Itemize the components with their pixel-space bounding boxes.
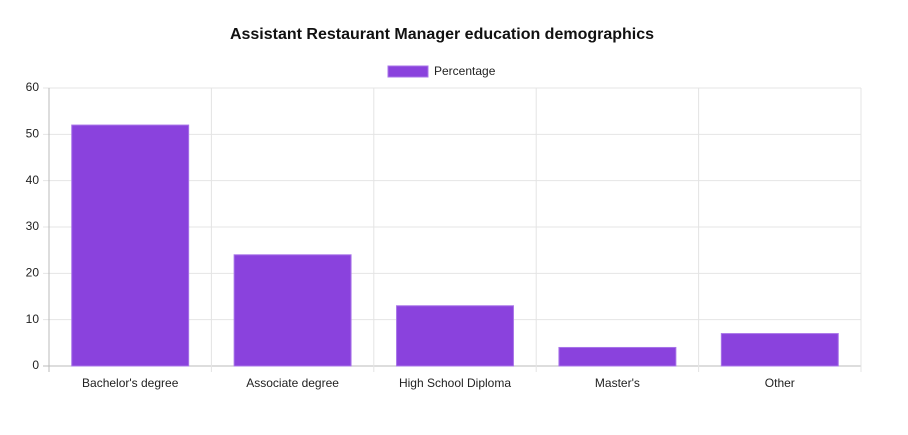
y-tick-label: 30 bbox=[26, 219, 40, 233]
bar bbox=[71, 124, 190, 367]
y-tick-label: 60 bbox=[26, 80, 40, 94]
bar bbox=[720, 333, 839, 367]
bar bbox=[233, 254, 352, 367]
y-tick-label: 0 bbox=[32, 358, 39, 372]
x-tick-label: Bachelor's degree bbox=[82, 376, 179, 390]
bar bbox=[396, 305, 514, 367]
y-tick-label: 50 bbox=[26, 127, 40, 141]
x-tick-label: Other bbox=[765, 376, 795, 390]
y-tick-label: 10 bbox=[26, 312, 40, 326]
x-tick-label: High School Diploma bbox=[399, 376, 511, 390]
x-tick-label: Master's bbox=[595, 376, 640, 390]
legend-label: Percentage bbox=[434, 64, 496, 78]
y-tick-label: 20 bbox=[26, 266, 40, 280]
bar bbox=[558, 346, 677, 367]
x-tick-label: Associate degree bbox=[246, 376, 339, 390]
y-tick-label: 40 bbox=[26, 173, 40, 187]
legend-swatch bbox=[387, 65, 429, 78]
chart-title: Assistant Restaurant Manager education d… bbox=[230, 26, 654, 43]
